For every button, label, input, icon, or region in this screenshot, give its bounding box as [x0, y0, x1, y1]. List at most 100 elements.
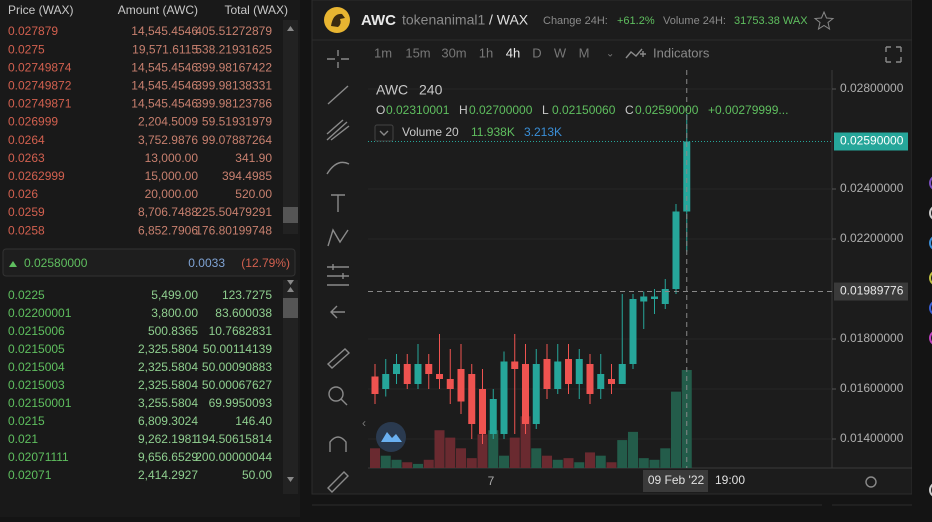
settings-icon[interactable] [865, 476, 877, 488]
bid-cell[interactable]: 0.0225 [8, 288, 45, 302]
ask-cell[interactable]: 0.0275 [8, 42, 45, 56]
bid-cell[interactable]: 0.02071111 [8, 450, 69, 464]
ask-cell[interactable]: 0.026999 [8, 115, 58, 129]
fib-tool[interactable] [326, 119, 350, 141]
bid-cell[interactable]: 0.0215 [8, 414, 45, 428]
bid-cell[interactable]: 0.021 [8, 432, 38, 446]
ask-cell[interactable]: 176.80199748 [195, 223, 272, 237]
bid-cell[interactable]: 146.40 [235, 414, 272, 428]
prediction-tool[interactable] [327, 264, 349, 286]
bid-cell[interactable]: 9,656.6529 [138, 450, 198, 464]
bid-cell[interactable]: 0.02200001 [8, 306, 72, 320]
interval-button[interactable]: 4h [506, 45, 520, 60]
bid-cell[interactable]: 50.00 [242, 468, 272, 482]
ask-cell[interactable]: 520.00 [235, 187, 272, 201]
bid-scroll-thumb[interactable] [283, 298, 298, 318]
interval-button[interactable]: 1h [479, 45, 493, 60]
bid-cell[interactable]: 2,325.5804 [138, 342, 198, 356]
text-tool[interactable] [331, 194, 345, 212]
ask-cell[interactable]: 405.51272879 [195, 24, 272, 38]
back-tool[interactable] [330, 305, 345, 319]
scroll-left[interactable]: ‹ [362, 416, 366, 430]
ask-cell[interactable]: 6,852.7906 [138, 223, 198, 237]
ask-cell[interactable]: 99.07887264 [202, 133, 272, 147]
ask-cell[interactable]: 13,000.00 [145, 151, 199, 165]
bid-cell[interactable]: 50.00114139 [203, 342, 273, 356]
bid-cell[interactable]: 0.02150001 [8, 396, 72, 410]
interval-button[interactable]: M [579, 45, 590, 60]
bid-cell[interactable]: 5,499.00 [151, 288, 198, 302]
bid-cell[interactable]: 2,414.2927 [138, 468, 198, 482]
ask-cell[interactable]: 0.0264 [8, 133, 45, 147]
bid-cell[interactable]: 0.0215006 [8, 324, 65, 338]
ask-cell[interactable]: 399.98167422 [195, 60, 272, 74]
bid-cell[interactable]: 500.8365 [148, 324, 198, 338]
ask-cell[interactable]: 14,545.4546 [131, 24, 198, 38]
ask-cell[interactable]: 341.90 [235, 151, 272, 165]
ask-cell[interactable]: 0.0259 [8, 205, 45, 219]
ask-cell[interactable]: 0.02749871 [8, 97, 72, 111]
ask-cell[interactable]: 0.027879 [8, 24, 58, 38]
ask-cell[interactable]: 15,000.00 [145, 169, 199, 183]
ask-cell[interactable]: 0.02749874 [8, 60, 72, 74]
ask-cell[interactable]: 20,000.00 [145, 187, 199, 201]
ask-cell[interactable]: 59.51931979 [202, 115, 272, 129]
bid-cell[interactable]: 69.9950093 [209, 396, 273, 410]
interval-button[interactable]: 1m [374, 45, 392, 60]
bid-cell[interactable]: 0.0215005 [8, 342, 65, 356]
bid-cell[interactable]: 200.00000044 [195, 450, 272, 464]
trendline-tool[interactable] [327, 85, 349, 105]
bid-cell[interactable]: 123.7275 [222, 288, 272, 302]
bid-cell[interactable]: 10.7682831 [209, 324, 273, 338]
bid-cell[interactable]: 0.02071 [8, 468, 52, 482]
indicators-button[interactable]: Indicators [653, 45, 710, 60]
lock-tool[interactable] [327, 471, 349, 493]
bid-cell[interactable]: 0.0215004 [8, 360, 65, 374]
ask-cell[interactable]: 3,752.9876 [138, 133, 198, 147]
collapse-button[interactable] [374, 124, 394, 142]
bid-cell[interactable]: 3,800.00 [151, 306, 198, 320]
ask-cell[interactable]: 399.98123786 [195, 97, 272, 111]
ask-cell[interactable]: 8,706.7488 [138, 205, 198, 219]
ask-cell[interactable]: 0.026 [8, 187, 38, 201]
ask-cell[interactable]: 0.0258 [8, 223, 45, 237]
bid-cell[interactable]: 2,325.5804 [138, 360, 198, 374]
ask-cell[interactable]: 14,545.4546 [131, 60, 198, 74]
ask-cell[interactable]: 0.02749872 [8, 78, 72, 92]
pattern-tool[interactable] [327, 228, 349, 247]
ask-cell[interactable]: 0.0262999 [8, 169, 65, 183]
bid-cell[interactable]: 3,255.5804 [138, 396, 198, 410]
ask-cell[interactable]: 394.4985 [222, 169, 272, 183]
bid-cell[interactable]: 194.50615814 [195, 432, 272, 446]
bid-cell[interactable]: 50.00067627 [202, 378, 272, 392]
ask-cell[interactable]: 0.0263 [8, 151, 45, 165]
crosshair-tool[interactable] [327, 50, 349, 68]
ask-cell[interactable]: 14,545.4546 [131, 78, 198, 92]
ask-cell[interactable]: 14,545.4546 [131, 97, 198, 111]
dropdown-caret[interactable]: ⌄ [606, 49, 614, 60]
ask-cell[interactable]: 538.21931625 [195, 42, 272, 56]
zoom-tool[interactable] [328, 386, 344, 402]
magnet-tool[interactable] [329, 436, 347, 452]
ask-cell[interactable]: 399.98138331 [195, 78, 272, 92]
bid-cell[interactable]: 0.0215003 [8, 378, 65, 392]
ask-cell[interactable]: 2,204.5009 [138, 115, 198, 129]
interval-button[interactable]: 15m [405, 45, 430, 60]
bid-cell[interactable]: 2,325.5804 [138, 378, 198, 392]
bid-cell[interactable]: 9,262.1981 [138, 432, 198, 446]
fullscreen-icon[interactable] [885, 46, 902, 63]
brush-tool[interactable] [326, 161, 350, 175]
interval-button[interactable]: D [532, 45, 541, 60]
ask-cell[interactable]: 19,571.6115 [132, 42, 198, 56]
favorite-star[interactable] [813, 10, 835, 31]
bid-cell[interactable]: 83.600038 [215, 306, 272, 320]
ask-cell[interactable]: 225.50479291 [195, 205, 272, 219]
interval-button[interactable]: W [554, 45, 567, 60]
bid-cell[interactable]: 6,809.3024 [138, 414, 198, 428]
indicators-icon[interactable] [625, 48, 646, 59]
bid-cell[interactable]: 50.00090883 [202, 360, 272, 374]
ruler-tool[interactable] [326, 348, 351, 369]
ask-scrollbar[interactable] [283, 20, 298, 234]
ask-scroll-thumb[interactable] [283, 207, 298, 223]
bid-scrollbar[interactable] [283, 280, 298, 494]
